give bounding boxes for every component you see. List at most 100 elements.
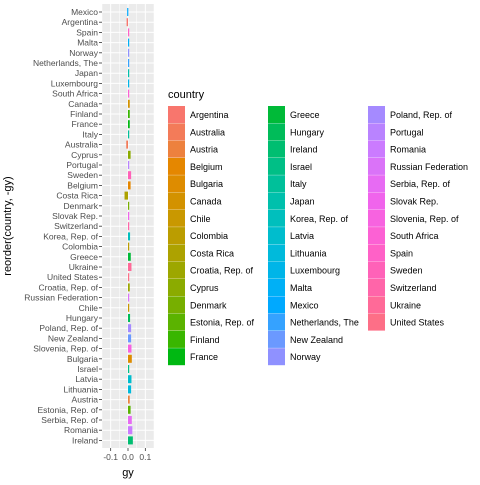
legend-key: [168, 140, 185, 158]
legend-label: Greece: [290, 110, 320, 120]
bar: [128, 354, 132, 363]
bar: [128, 344, 132, 353]
y-axis-title: reorder(country, -gy): [2, 176, 14, 275]
bar: [128, 120, 130, 129]
legend-label: United States: [390, 318, 445, 328]
bar: [128, 416, 132, 424]
bar: [128, 89, 130, 98]
bar: [128, 79, 130, 88]
y-tick-label: Luxembourg: [51, 78, 99, 88]
y-tick-label: Israel: [77, 364, 98, 374]
bar: [128, 232, 131, 241]
bar: [128, 150, 131, 159]
legend-label: France: [190, 352, 218, 362]
y-tick-label: New Zealand: [48, 333, 98, 343]
legend-label: Canada: [190, 197, 222, 207]
y-tick-label: Portugal: [66, 160, 98, 170]
bar: [128, 293, 130, 302]
legend-key: [168, 106, 185, 123]
legend-label: Lithuania: [290, 248, 327, 258]
x-tick-label: 0.0: [122, 452, 134, 462]
legend-label: Argentina: [190, 110, 229, 120]
legend-label: Finland: [190, 335, 220, 345]
legend-label: Spain: [390, 248, 413, 258]
y-tick-label: Colombia: [62, 242, 98, 252]
legend-label: Bulgaria: [190, 179, 223, 189]
x-tick-labels: -0.1 0.0 0.1: [103, 448, 152, 462]
bar: [128, 201, 130, 210]
legend-key: [368, 227, 385, 245]
bar: [128, 375, 132, 384]
legend-key: [268, 227, 285, 245]
legend-label: Austria: [190, 145, 218, 155]
bar: [128, 365, 130, 373]
y-tick-label: Slovak Rep.: [52, 211, 98, 221]
legend-key: [168, 296, 185, 314]
bar: [128, 385, 132, 394]
legend-label: Korea, Rep. of: [290, 214, 349, 224]
legend-label: Italy: [290, 179, 307, 189]
legend-key: [168, 279, 185, 296]
bar: [128, 212, 130, 220]
legend-key: [168, 348, 185, 366]
legend-label: Luxembourg: [290, 266, 340, 276]
legend-key: [268, 313, 285, 331]
bar: [128, 181, 131, 190]
legend-label: Cyprus: [190, 283, 219, 293]
y-tick-label: Finland: [70, 109, 98, 119]
legend-label: New Zealand: [290, 335, 343, 345]
legend-label: Latvia: [290, 231, 314, 241]
legend-key: [168, 157, 185, 175]
y-tick-label: Costa Rica: [56, 191, 98, 201]
legend-label: Estonia, Rep. of: [190, 318, 255, 328]
legend-key: [268, 209, 285, 227]
y-tick-label: Romania: [64, 425, 98, 435]
bar: [126, 140, 128, 149]
legend-label: Russian Federation: [390, 162, 468, 172]
legend-key: [168, 313, 185, 331]
bar: [128, 252, 131, 261]
y-tick-label: South Africa: [52, 89, 98, 99]
bar: [128, 436, 133, 445]
y-tick-label: Italy: [82, 129, 98, 139]
legend-key: [368, 106, 385, 123]
legend-key: [268, 123, 285, 141]
legend-label: Israel: [290, 162, 312, 172]
y-tick-label: Cyprus: [71, 150, 98, 160]
y-tick-label: Belgium: [67, 180, 98, 190]
legend-key: [268, 157, 285, 175]
legend-key: [168, 227, 185, 245]
y-tick-label: Spain: [76, 27, 98, 37]
y-tick-label: Russian Federation: [24, 293, 98, 303]
legend-key: [368, 244, 385, 262]
y-tick-label: Japan: [75, 68, 98, 78]
legend-label: Ukraine: [390, 300, 421, 310]
legend-label: Sweden: [390, 266, 423, 276]
bars: [124, 8, 133, 445]
legend-key: [168, 123, 185, 141]
y-tick-label: Poland, Rep. of: [39, 323, 98, 333]
y-tick-label: Hungary: [66, 313, 99, 323]
legend-label: Belgium: [190, 162, 223, 172]
legend-key: [168, 261, 185, 279]
legend-key: [368, 279, 385, 296]
legend-key: [168, 244, 185, 262]
y-tick-label: Ukraine: [69, 262, 99, 272]
y-tick-label: Norway: [69, 48, 99, 58]
bar: [128, 314, 131, 322]
bar: [128, 324, 132, 333]
legend-key: [268, 279, 285, 296]
legend-key: [268, 140, 285, 158]
x-tick-label: -0.1: [103, 452, 118, 462]
bar: [128, 222, 130, 231]
legend-label: Romania: [390, 145, 426, 155]
bar: [128, 426, 133, 435]
y-tick-label: Sweden: [67, 170, 98, 180]
legend-label: Ireland: [290, 145, 318, 155]
bar: [128, 283, 130, 292]
legend-label: South Africa: [390, 231, 439, 241]
y-tick-label: Slovenia, Rep. of: [33, 344, 98, 354]
y-tick-label: Argentina: [62, 17, 99, 27]
legend-key: [268, 330, 285, 348]
bar: [128, 110, 130, 118]
